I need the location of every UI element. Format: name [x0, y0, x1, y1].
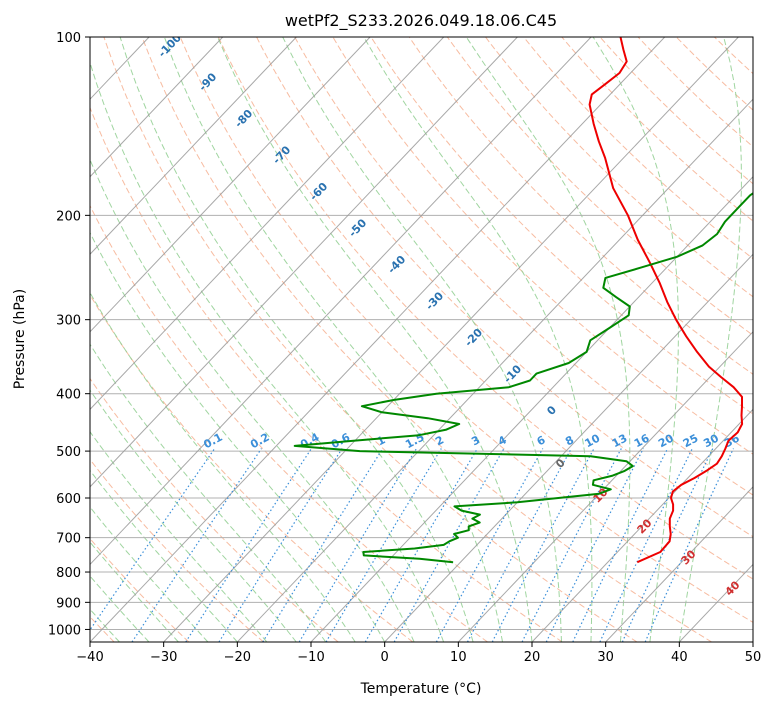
- x-tick-label: 20: [524, 650, 541, 665]
- mixing-ratio-label: 16: [632, 431, 652, 450]
- moist-adiabat-line: [163, 37, 503, 642]
- isotherm-line: [384, 253, 753, 642]
- x-tick-label: −30: [150, 650, 177, 665]
- isotherm-line: [90, 37, 666, 642]
- dry-adiabat-line: [370, 37, 753, 415]
- dry-adiabat-line: [90, 293, 414, 642]
- mixing-ratio-label: 13: [610, 432, 630, 451]
- moist-adiabat-line: [90, 231, 386, 642]
- isotherm-line: [163, 37, 739, 642]
- moist-adiabat-line: [90, 469, 238, 642]
- moist-adiabat-line: [90, 61, 445, 642]
- x-tick-label: 0: [381, 650, 389, 665]
- moist-adiabat-line: [90, 291, 356, 642]
- chart-title: wetPf2_S233.2026.049.18.06.C45: [285, 11, 557, 31]
- isotherm-line: [605, 486, 753, 642]
- y-axis-label: Pressure (hPa): [12, 289, 28, 389]
- moist-adiabat-line: [90, 506, 209, 642]
- y-tick-label: 600: [56, 492, 81, 507]
- mixing-ratio-line: [621, 448, 714, 642]
- mixing-ratio-label: 25: [681, 432, 701, 451]
- mixing-ratio-line: [131, 448, 262, 642]
- moist-adiabat-line: [678, 37, 742, 642]
- y-axis-ticks: 100 200 300 400 500 600 700 800 900 1000: [48, 31, 90, 638]
- isotherm-line: [90, 37, 224, 178]
- x-axis-label: Temperature (°C): [360, 681, 482, 697]
- mixing-ratio-line: [262, 448, 384, 642]
- x-tick-label: −40: [76, 650, 103, 665]
- moist-adiabat-line: [90, 575, 150, 642]
- mixing-ratio-label: 10: [583, 431, 603, 450]
- dry-adiabat-line: [90, 537, 190, 642]
- x-tick-label: −20: [224, 650, 251, 665]
- plot-frame: [89, 36, 754, 643]
- isotherm-line: [531, 408, 753, 642]
- y-tick-label: 300: [56, 314, 81, 329]
- x-axis-ticks: −40 −30 −20 −10 0 10 20 30 40 50: [76, 642, 761, 665]
- moist-adiabat-line: [90, 343, 327, 642]
- dry-adiabat-line: [179, 37, 753, 623]
- dry-adiabat-line: [141, 37, 712, 642]
- x-tick-label: 40: [671, 650, 688, 665]
- isotherm-line: [236, 98, 753, 642]
- moist-adiabat-line: [90, 430, 268, 642]
- moist-adiabat-line: [592, 37, 679, 642]
- moist-adiabat-line: [90, 541, 179, 642]
- x-tick-label: 10: [450, 650, 467, 665]
- moist-adiabat-line: [217, 37, 533, 642]
- sounding-profiles: [293, 37, 753, 564]
- y-tick-label: 1000: [48, 623, 81, 638]
- dry-adiabat-line: [90, 458, 264, 642]
- mixing-ratio-line: [298, 448, 418, 642]
- dry-adiabat-line: [294, 37, 753, 496]
- mixing-ratio-line: [90, 448, 216, 631]
- pressure-gridlines: [90, 37, 753, 630]
- moist-adiabat-line: [90, 158, 415, 642]
- y-tick-label: 500: [56, 445, 81, 460]
- mixing-ratio-line: [599, 448, 693, 642]
- mixing-ratio-line: [521, 448, 622, 642]
- temperature-profile: [588, 37, 744, 564]
- moist-adiabat-line: [465, 37, 631, 642]
- mixing-ratio-line: [491, 448, 595, 642]
- x-tick-label: 30: [597, 650, 614, 665]
- y-tick-label: 100: [56, 31, 81, 46]
- x-tick-label: 50: [745, 650, 762, 665]
- mixing-ratio-lines: [90, 448, 735, 642]
- y-tick-label: 200: [56, 209, 81, 224]
- y-tick-label: 400: [56, 388, 81, 403]
- dry-adiabat-line: [256, 37, 753, 538]
- dry-adiabat-line: [103, 37, 638, 642]
- mixing-ratio-line: [185, 448, 312, 642]
- isotherm-line: [90, 37, 445, 411]
- mixing-ratio-label: 30: [701, 431, 721, 450]
- isotherm-line: [90, 37, 297, 256]
- y-tick-label: 700: [56, 532, 81, 547]
- isotherm-line: [457, 331, 753, 642]
- mixing-ratio-line: [218, 448, 343, 642]
- moist-adiabat-line: [282, 37, 562, 642]
- mixing-ratio-line: [364, 448, 478, 642]
- isotherm-line: [90, 37, 371, 333]
- y-tick-label: 900: [56, 596, 81, 611]
- isotherms: [90, 37, 753, 642]
- dry-adiabat-line: [599, 37, 753, 185]
- dry-adiabat-line: [637, 37, 753, 148]
- moist-adiabat-line: [90, 389, 297, 642]
- dry-adiabat-line: [332, 37, 753, 455]
- y-tick-label: 800: [56, 566, 81, 581]
- moist-adiabats: [90, 37, 742, 642]
- moist-adiabat-line: [363, 37, 593, 642]
- mixing-ratio-line: [466, 448, 572, 642]
- isotherm-line: [90, 37, 592, 566]
- mixing-ratio-label: 20: [656, 431, 676, 450]
- dewpoint-profile: [293, 192, 753, 564]
- x-tick-label: −10: [297, 650, 324, 665]
- plot-area: -100-90-80-70-60-50-40-30-20-1000.1 0.2 0.…: [90, 37, 753, 642]
- dry-adiabat-line: [90, 106, 563, 642]
- isotherm-line: [310, 176, 753, 642]
- isotherm-line: [90, 37, 518, 488]
